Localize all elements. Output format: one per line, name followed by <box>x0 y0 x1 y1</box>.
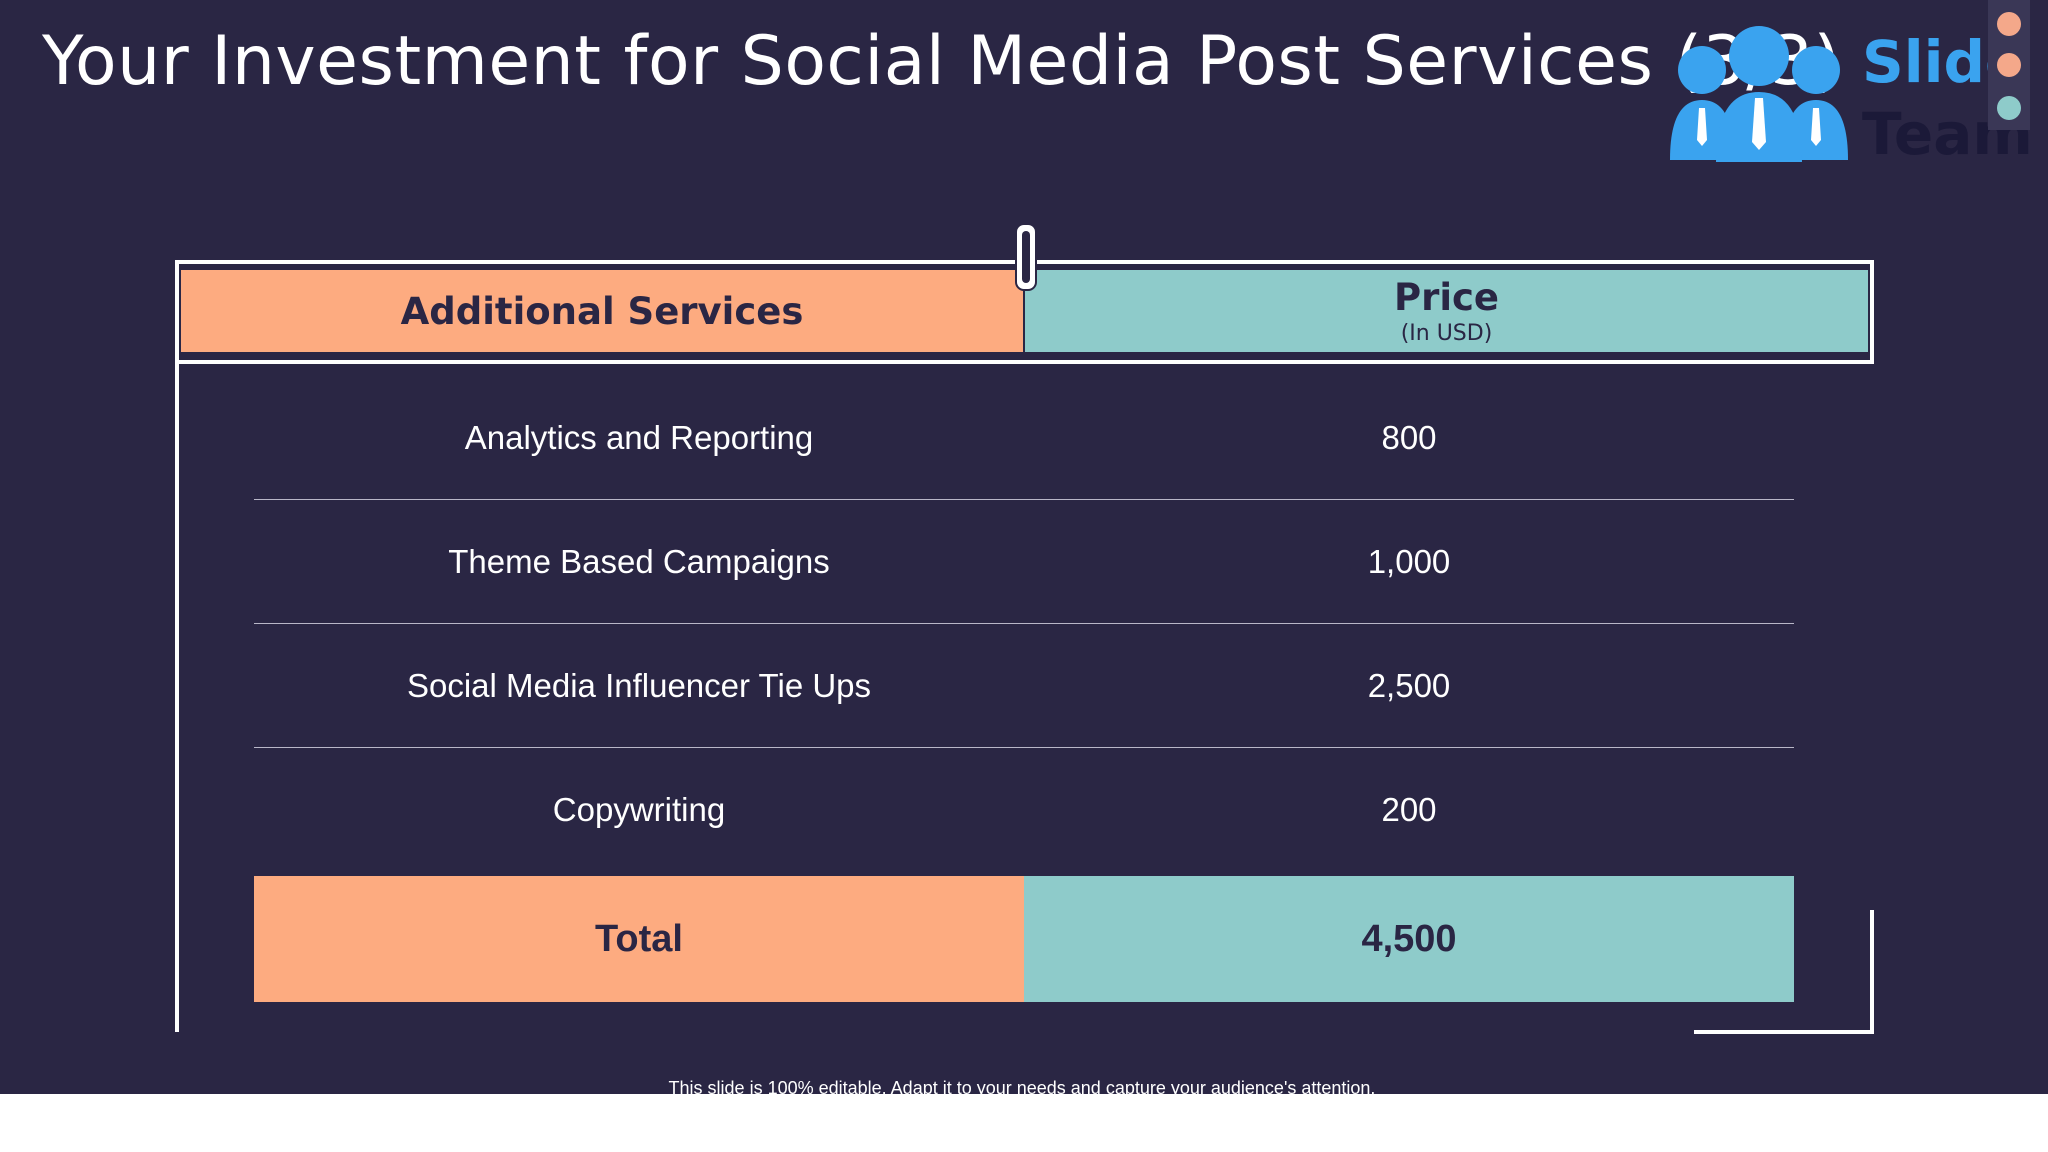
price-cell: 2,500 <box>1367 666 1451 704</box>
table-row[interactable]: Copywriting 200 <box>254 748 1794 872</box>
footer-text: This slide is 100% editable. Adapt it to… <box>668 1078 1376 1094</box>
header-additional-services[interactable]: Additional Services <box>181 270 1023 352</box>
total-label-cell: Total <box>254 876 1024 1002</box>
table-row[interactable]: Theme Based Campaigns 1,000 <box>254 500 1794 624</box>
service-cell: Social Media Influencer Tie Ups <box>406 666 872 704</box>
price-cell: 200 <box>1381 791 1437 828</box>
header-left-label: Additional Services <box>400 289 804 333</box>
people-group-icon <box>1670 26 1848 162</box>
table-row[interactable]: Social Media Influencer Tie Ups 2,500 <box>254 624 1794 748</box>
total-value: 4,500 <box>1361 917 1457 960</box>
slideteam-logo: Slide Team <box>1664 22 2034 172</box>
table-frame-left <box>175 360 179 1032</box>
header-right-label: Price <box>1393 276 1500 319</box>
table-body: Analytics and Reporting 800 Theme Based … <box>254 376 1794 872</box>
divider-handle <box>1015 223 1037 291</box>
price-cell: 800 <box>1381 418 1437 456</box>
total-value-cell: 4,500 <box>1024 876 1794 1002</box>
slide-title[interactable]: Your Investment for Social Media Post Se… <box>42 22 1841 101</box>
twitter-icon[interactable] <box>1997 53 2021 77</box>
service-cell: Copywriting <box>552 791 726 828</box>
service-cell: Analytics and Reporting <box>464 418 814 456</box>
total-label: Total <box>595 917 683 960</box>
service-cell: Theme Based Campaigns <box>448 542 830 580</box>
instagram-icon[interactable] <box>1997 12 2021 36</box>
table-frame-corner-horizontal <box>1694 1030 1874 1034</box>
social-share-bar <box>1988 0 2030 130</box>
header-right-sublabel: (In USD) <box>1400 321 1493 346</box>
table-row[interactable]: Analytics and Reporting 800 <box>254 376 1794 500</box>
table-frame-corner-vertical <box>1870 910 1874 1034</box>
price-cell: 1,000 <box>1367 542 1451 580</box>
slide: Your Investment for Social Media Post Se… <box>0 0 2048 1094</box>
total-row[interactable]: Total 4,500 <box>254 876 1794 1002</box>
snapchat-icon[interactable] <box>1997 96 2021 120</box>
header-price[interactable]: Price (In USD) <box>1025 270 1868 352</box>
footer-note: This slide is 100% editable. Adapt it to… <box>0 1078 2048 1094</box>
